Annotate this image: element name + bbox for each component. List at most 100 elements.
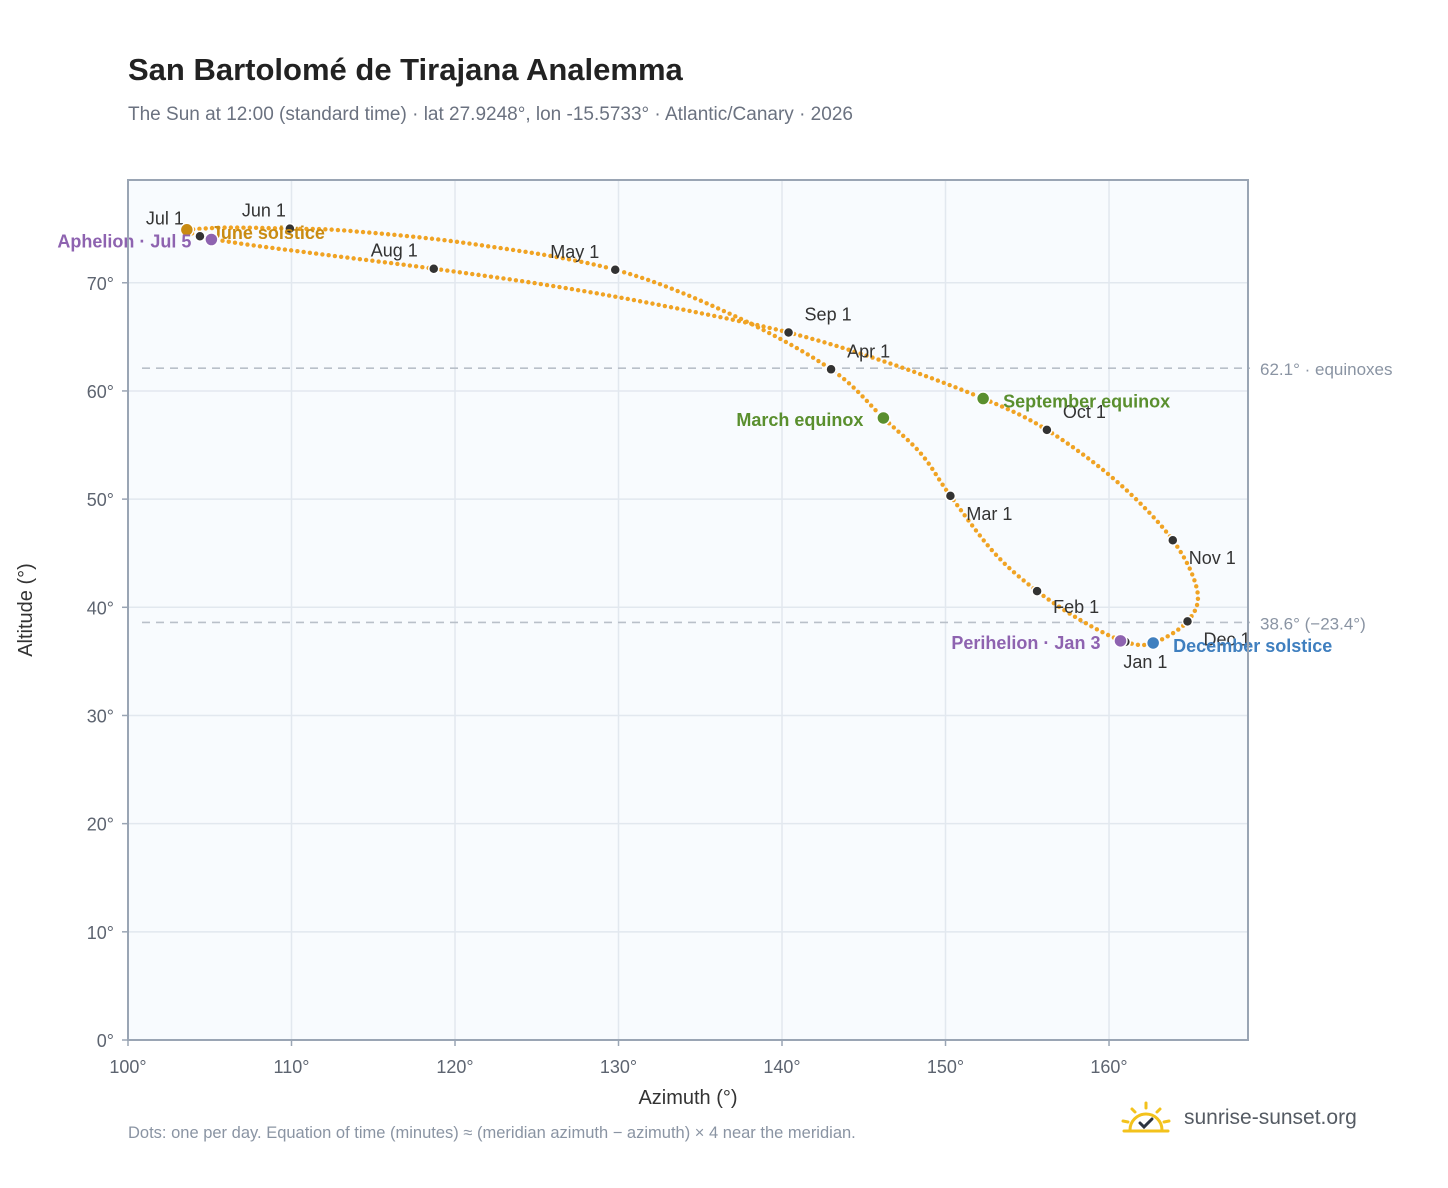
daily-dot — [767, 325, 772, 331]
daily-dot — [929, 376, 935, 381]
daily-dot — [288, 248, 294, 253]
month-marker — [1167, 534, 1179, 546]
daily-dot — [1184, 560, 1190, 566]
daily-dot — [326, 253, 331, 258]
daily-dot — [560, 255, 566, 261]
daily-dot — [345, 255, 350, 260]
event-label: September equinox — [1003, 392, 1170, 412]
daily-dot — [310, 226, 315, 232]
daily-dot — [1055, 434, 1060, 439]
daily-dot — [894, 363, 899, 368]
daily-dot — [370, 258, 375, 263]
daily-dot — [1187, 566, 1192, 571]
daily-dot — [869, 403, 874, 408]
daily-dot — [733, 314, 738, 319]
daily-dot — [715, 306, 721, 311]
brand[interactable]: sunrise-sunset.org — [1120, 1100, 1357, 1136]
daily-dot — [1124, 488, 1130, 493]
daily-dot — [232, 240, 238, 245]
daily-dot — [644, 300, 649, 305]
daily-dot — [981, 538, 986, 543]
daily-dot — [917, 371, 923, 377]
daily-dot — [606, 293, 612, 298]
daily-dot — [1176, 627, 1181, 632]
daily-dot — [888, 361, 893, 366]
daily-dot — [1129, 492, 1134, 498]
daily-dot — [532, 280, 537, 286]
daily-dot — [297, 226, 303, 232]
daily-dot — [257, 244, 263, 249]
daily-dot — [834, 343, 839, 349]
daily-dot — [912, 369, 917, 375]
daily-dot — [864, 353, 869, 358]
daily-dot — [721, 308, 727, 314]
daily-dot — [523, 249, 528, 255]
x-tick-label: 160° — [1090, 1057, 1127, 1077]
daily-dot — [1083, 621, 1089, 626]
month-markers: Jan 1 Feb 1 Mar 1 Apr 1 May 1 Jun 1 Jul 1 Aug 1… — [146, 201, 1251, 672]
daily-dot — [442, 238, 447, 243]
daily-dot — [575, 287, 581, 293]
daily-dot — [241, 225, 246, 230]
daily-dot — [744, 319, 749, 324]
daily-dot — [1159, 524, 1165, 529]
daily-dot — [692, 296, 698, 301]
daily-dot — [216, 225, 221, 230]
daily-dot — [363, 257, 369, 263]
y-tick-label: 20° — [87, 815, 114, 835]
daily-dot — [870, 355, 875, 360]
daily-dot — [270, 245, 275, 251]
daily-dot — [656, 302, 661, 308]
daily-dot — [1026, 582, 1031, 587]
month-marker-label: Jun 1 — [242, 201, 286, 221]
daily-dot — [203, 226, 208, 231]
daily-dot — [354, 229, 359, 234]
daily-dot — [1091, 459, 1096, 465]
daily-dot — [1011, 570, 1017, 575]
daily-dot — [625, 296, 630, 302]
x-tick-label: 110° — [274, 1057, 310, 1077]
daily-dot — [851, 385, 856, 390]
daily-dot — [1181, 555, 1187, 560]
brand-name[interactable]: sunrise-sunset.org — [1184, 1106, 1357, 1129]
daily-dot — [681, 307, 686, 312]
daily-dot — [914, 446, 919, 452]
daily-dot — [681, 291, 686, 296]
daily-dot — [687, 293, 692, 299]
daily-dot — [1151, 515, 1156, 520]
daily-dot — [657, 282, 663, 287]
daily-dot — [535, 251, 541, 257]
daily-dot — [542, 252, 547, 258]
daily-dot — [761, 327, 766, 333]
daily-dot — [569, 286, 575, 292]
event-label: Aphelion · Jul 5 — [57, 231, 191, 251]
daily-dot — [1163, 529, 1169, 534]
daily-dot — [918, 451, 924, 456]
daily-dot — [1170, 630, 1176, 636]
month-marker — [194, 230, 206, 243]
daily-dot — [940, 482, 945, 487]
month-marker-label: Aug 1 — [371, 241, 418, 261]
daily-dot — [730, 317, 735, 322]
daily-dot — [933, 471, 938, 477]
daily-dot — [1078, 617, 1083, 623]
daily-dot — [1100, 467, 1106, 473]
daily-dot — [1016, 574, 1021, 579]
daily-dot — [1133, 497, 1139, 502]
event-label: Perihelion · Jan 3 — [951, 633, 1100, 653]
daily-dot — [1195, 596, 1201, 601]
daily-dot — [501, 276, 506, 281]
event-label: December solstice — [1173, 636, 1332, 656]
daily-dot — [822, 340, 827, 345]
daily-dot — [1135, 642, 1141, 648]
daily-dot — [429, 236, 435, 241]
daily-dot — [563, 285, 568, 291]
daily-dot — [438, 267, 444, 272]
daily-dot — [810, 336, 815, 342]
month-marker — [428, 262, 440, 275]
daily-dot — [1080, 452, 1086, 457]
daily-dot — [923, 373, 929, 379]
grid-lines — [127, 180, 1248, 1041]
y-tick-label: 60° — [87, 382, 114, 402]
daily-dot — [926, 461, 931, 466]
